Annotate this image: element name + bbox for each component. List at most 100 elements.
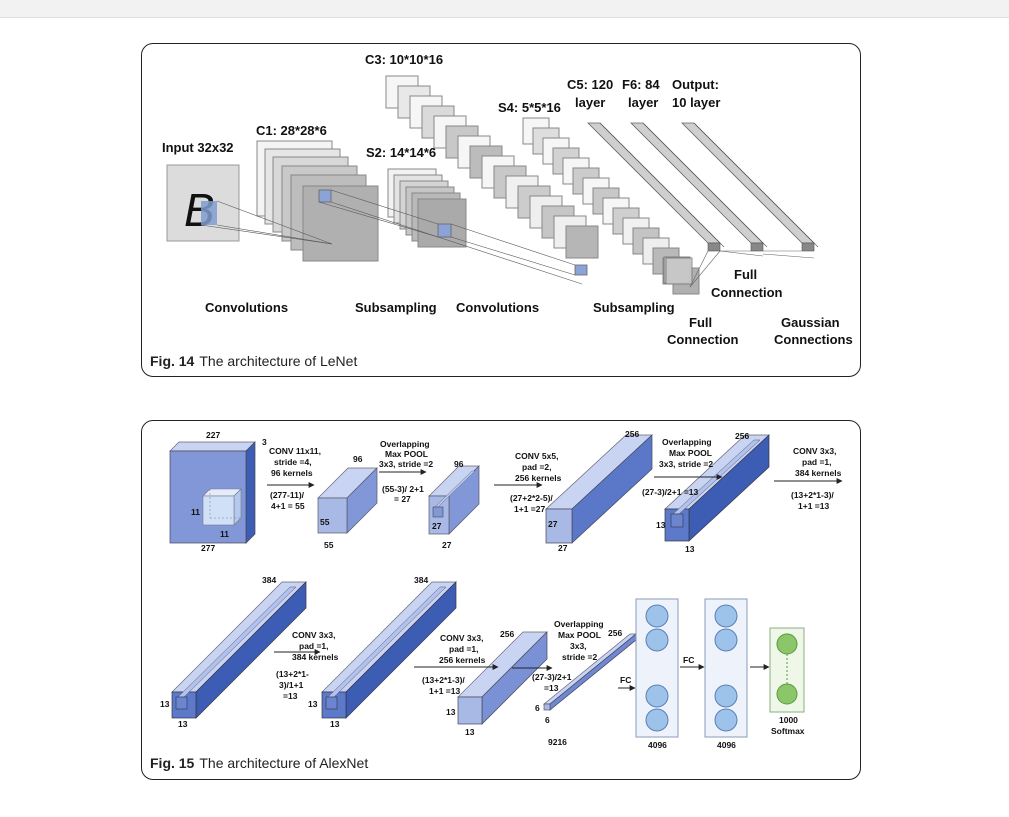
- s4-stack: [522, 117, 700, 295]
- input-volume: [169, 441, 256, 544]
- fc2-node: [714, 628, 738, 652]
- input-to-c1-lines: [200, 200, 333, 245]
- c1-stack: [256, 140, 379, 262]
- label-s4: S4: 5*5*16: [498, 100, 561, 115]
- figure-lenet: B: [141, 43, 861, 377]
- label-full-connection-b-line2: Connection: [667, 332, 739, 347]
- label-input-width: 227: [206, 430, 220, 440]
- label-b6-width: 13: [330, 719, 340, 729]
- label-output-line2: 10 layer: [672, 95, 720, 110]
- label-conv4-f: =13: [283, 691, 298, 701]
- label-conv1-d: (277-11)/: [270, 490, 305, 500]
- softmax-node: [776, 633, 798, 655]
- label-conv2-a: CONV 5x5,: [515, 451, 558, 461]
- label-pool3-f: =13: [544, 683, 559, 693]
- label-f6-line2: layer: [628, 95, 658, 110]
- label-f6-line1: F6: 84: [622, 77, 660, 92]
- c5-input-maps: [663, 256, 693, 285]
- label-conv3-b: pad =1,: [802, 457, 832, 467]
- label-full-connection-a-line2: Connection: [711, 285, 783, 300]
- label-kernel-size-1: 11: [191, 507, 200, 517]
- label-conv3-e: 1+1 =13: [798, 501, 829, 511]
- fc2-node: [714, 708, 738, 732]
- s4-receptive-field: [574, 264, 588, 276]
- label-b1-depth: 96: [353, 454, 363, 464]
- label-conv2-b: pad =2,: [522, 462, 552, 472]
- label-fc-1: FC: [620, 675, 631, 685]
- label-fc1-size: 4096: [648, 740, 667, 750]
- label-conv5-c: 256 kernels: [439, 655, 486, 665]
- label-kernel-size-2: 11: [220, 529, 229, 539]
- label-conv4-d: (13+2*1-: [276, 669, 309, 679]
- label-conv1-c: 96 kernels: [271, 468, 313, 478]
- label-conv3-d: (13+2*1-3)/: [791, 490, 834, 500]
- label-conv2-d: (27+2*2-5)/: [510, 493, 553, 503]
- label-pool3-a: Overlapping: [554, 619, 604, 629]
- label-pool1-e: = 27: [394, 494, 411, 504]
- softmax-layer: [769, 627, 805, 713]
- label-b5-depth: 384: [262, 575, 276, 585]
- label-conv2-e: 1+1 =27: [514, 504, 545, 514]
- label-conv5-b: pad =1,: [449, 644, 479, 654]
- label-conv1-e: 4+1 = 55: [271, 501, 305, 511]
- label-pool1-c: 3x3, stride =2: [379, 459, 433, 469]
- label-pool1-d: (55-3)/ 2+1: [382, 484, 424, 494]
- label-b2-depth: 96: [454, 459, 464, 469]
- label-b6-depth: 384: [414, 575, 428, 585]
- label-pool3-d: stride =2: [562, 652, 597, 662]
- label-b8-width: 6: [545, 715, 550, 725]
- label-conv4-a: CONV 3x3,: [292, 630, 335, 640]
- input-receptive-field: [201, 201, 217, 225]
- label-conv2-c: 256 kernels: [515, 473, 562, 483]
- label-softmax-size: 1000: [779, 715, 798, 725]
- label-pool3-c: 3x3,: [570, 641, 587, 651]
- c1-receptive-field: [318, 189, 332, 203]
- label-input: Input 32x32: [162, 140, 234, 155]
- label-pool3-e: (27-3)/2+1: [532, 672, 572, 682]
- s2-to-s4-lines: [437, 223, 583, 285]
- label-input-depth: 3: [262, 437, 267, 447]
- label-subsampling-1: Subsampling: [355, 300, 437, 315]
- label-subsampling-2: Subsampling: [593, 300, 675, 315]
- fc1-node: [645, 708, 669, 732]
- fc2-node: [714, 684, 738, 708]
- label-b3-height: 27: [548, 519, 558, 529]
- full-connection-lines: [689, 250, 815, 288]
- label-convolutions-1: Convolutions: [205, 300, 288, 315]
- label-b5-width: 13: [178, 719, 188, 729]
- label-flatten: 9216: [548, 737, 567, 747]
- label-b7-depth: 256: [500, 629, 514, 639]
- caption-number: Fig. 15: [150, 755, 195, 771]
- label-gaussian-line1: Gaussian: [781, 315, 840, 330]
- label-b5-height: 13: [160, 699, 170, 709]
- conv1-volume: [317, 467, 378, 534]
- label-pool1-b: Max POOL: [385, 449, 428, 459]
- label-s2: S2: 14*14*6: [366, 145, 436, 160]
- label-conv3-a: CONV 3x3,: [793, 446, 836, 456]
- label-conv5-a: CONV 3x3,: [440, 633, 483, 643]
- c3-stack: [385, 75, 599, 259]
- label-fc2-size: 4096: [717, 740, 736, 750]
- pool1-volume: [428, 465, 480, 535]
- f6-bar: [630, 122, 768, 252]
- label-pool3-b: Max POOL: [558, 630, 601, 640]
- conv3-volume: [171, 581, 307, 719]
- label-output-line1: Output:: [672, 77, 719, 92]
- label-b4-height: 13: [656, 520, 666, 530]
- label-b7-height: 13: [446, 707, 456, 717]
- fc-layer-1: [635, 598, 679, 738]
- conv2-volume: [545, 434, 653, 544]
- softmax-node: [776, 683, 798, 705]
- label-full-connection-b-line1: Full: [689, 315, 712, 330]
- label-b1-height: 55: [320, 517, 330, 527]
- label-pool2-d: (27-3)/2+1 =13: [642, 487, 699, 497]
- label-b6-height: 13: [308, 699, 318, 709]
- label-b7-width: 13: [465, 727, 475, 737]
- label-convolutions-2: Convolutions: [456, 300, 539, 315]
- caption-text: The architecture of AlexNet: [199, 755, 369, 771]
- output-bar: [681, 122, 819, 252]
- label-input-height: 277: [201, 543, 215, 553]
- arrows-row2: [274, 649, 770, 691]
- label-pool2-a: Overlapping: [662, 437, 712, 447]
- conv5-volume: [457, 631, 548, 725]
